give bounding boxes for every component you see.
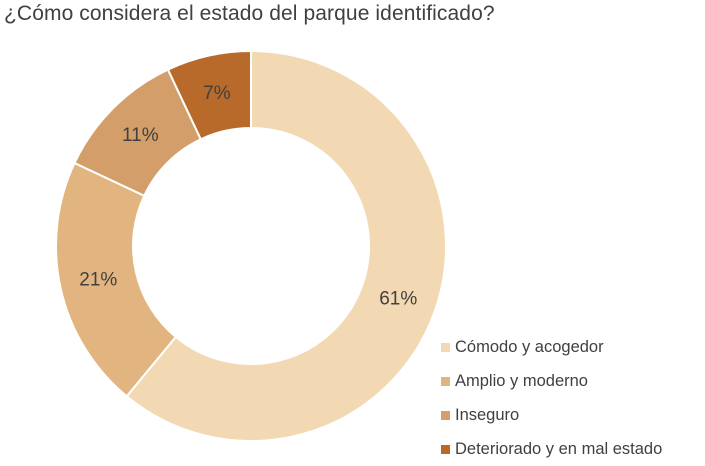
donut-slice-1: [125, 49, 447, 442]
legend-label: Deteriorado y en mal estado: [455, 439, 663, 458]
donut-slice-2: [55, 161, 178, 398]
legend-swatch: [441, 444, 450, 454]
chart-legend: Cómodo y acogedor Amplio y moderno Insegur…: [441, 330, 662, 466]
legend-swatch: [441, 376, 450, 386]
legend-label: Cómodo y acogedor: [455, 337, 604, 356]
legend-swatch: [441, 342, 450, 352]
legend-item-3: Inseguro: [441, 398, 662, 432]
legend-item-2: Amplio y moderno: [441, 364, 662, 398]
slice-data-label-2: 21%: [79, 270, 117, 291]
slice-data-label-3: 11%: [122, 125, 159, 146]
donut-slice-4: [166, 49, 252, 141]
legend-label: Amplio y moderno: [455, 371, 588, 390]
legend-item-4: Deteriorado y en mal estado: [441, 432, 662, 466]
legend-item-1: Cómodo y acogedor: [441, 330, 662, 364]
legend-swatch: [441, 410, 450, 420]
slice-data-label-4: 7%: [203, 83, 231, 104]
legend-label: Inseguro: [455, 405, 520, 424]
slice-data-label-1: 61%: [379, 289, 417, 310]
chart-title: ¿Cómo considera el estado del parque ide…: [4, 2, 495, 25]
